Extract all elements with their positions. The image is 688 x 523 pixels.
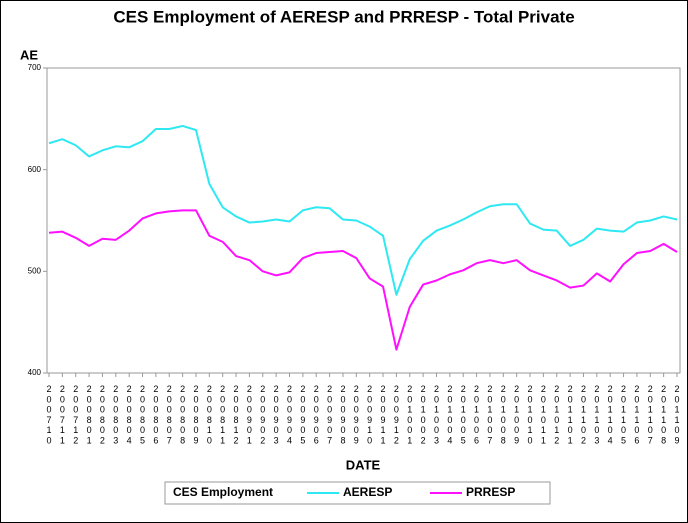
x-tick-label: 201005 <box>458 384 468 446</box>
x-tick-label: 200801 <box>84 384 94 446</box>
x-tick-label: 201104 <box>605 384 615 446</box>
x-tick-label: 201006 <box>472 384 482 446</box>
chart-title: CES Employment of AERESP and PRRESP - To… <box>113 7 574 26</box>
x-tick-label: 200808 <box>178 384 188 446</box>
legend-title: CES Employment <box>173 485 273 499</box>
x-tick-label: 200805 <box>138 384 148 446</box>
x-tick-label: 200804 <box>124 384 134 446</box>
x-tick-label: 201103 <box>592 384 602 446</box>
x-tick-label: 200901 <box>244 384 254 446</box>
x-tick-label: 201011 <box>538 384 548 446</box>
x-tick-label: 201009 <box>512 384 522 446</box>
x-tick-label: 200807 <box>164 384 174 446</box>
x-tick-label: 201004 <box>445 384 455 446</box>
legend-box <box>164 481 551 505</box>
x-tick-label: 200810 <box>204 384 214 446</box>
x-tick-label: 201010 <box>525 384 535 446</box>
x-tick-label: 200908 <box>338 384 348 446</box>
x-tick-label: 201101 <box>565 384 575 446</box>
x-tick-label: 200910 <box>365 384 375 446</box>
y-axis-label: AE <box>20 47 38 62</box>
x-tick-label: 200912 <box>391 384 401 446</box>
x-tick-label: 200906 <box>311 384 321 446</box>
x-tick-label: 201108 <box>659 384 669 446</box>
x-tick-label: 200905 <box>298 384 308 446</box>
y-tick-label: 400 <box>28 368 42 377</box>
plot-frame <box>46 67 681 374</box>
x-tick-label: 200803 <box>111 384 121 446</box>
x-tick-label: 200911 <box>378 384 388 446</box>
x-tick-label: 200903 <box>271 384 281 446</box>
legend-label: AERESP <box>343 485 392 499</box>
x-tick-label: 200802 <box>97 384 107 446</box>
x-tick-label: 200902 <box>258 384 268 446</box>
x-tick-label: 200809 <box>191 384 201 446</box>
legend-label: PRRESP <box>466 485 515 499</box>
x-tick-label: 201008 <box>498 384 508 446</box>
x-tick-label: 201105 <box>619 384 629 446</box>
x-tick-label: 201109 <box>672 384 682 446</box>
x-axis-label: DATE <box>346 457 381 472</box>
x-tick-label: 200811 <box>218 384 228 446</box>
x-tick-label: 201106 <box>632 384 642 446</box>
x-tick-label: 200907 <box>325 384 335 446</box>
y-tick-label: 700 <box>28 63 42 72</box>
y-tick-label: 600 <box>28 165 42 174</box>
x-tick-label: 200712 <box>71 384 81 446</box>
x-tick-label: 201003 <box>431 384 441 446</box>
x-tick-label: 200909 <box>351 384 361 446</box>
x-tick-label: 201007 <box>485 384 495 446</box>
x-tick-label: 200806 <box>151 384 161 446</box>
series-line <box>48 124 678 296</box>
x-tick-label: 200904 <box>285 384 295 446</box>
x-tick-label: 201002 <box>418 384 428 446</box>
y-tick-label: 500 <box>28 266 42 275</box>
x-tick-label: 200711 <box>57 384 67 446</box>
x-tick-label: 200812 <box>231 384 241 446</box>
x-tick-label: 201012 <box>552 384 562 446</box>
series-line <box>48 209 678 351</box>
x-tick-label: 200710 <box>44 384 54 446</box>
x-tick-label: 201001 <box>405 384 415 446</box>
x-tick-label: 201107 <box>645 384 655 446</box>
x-tick-label: 201102 <box>578 384 588 446</box>
